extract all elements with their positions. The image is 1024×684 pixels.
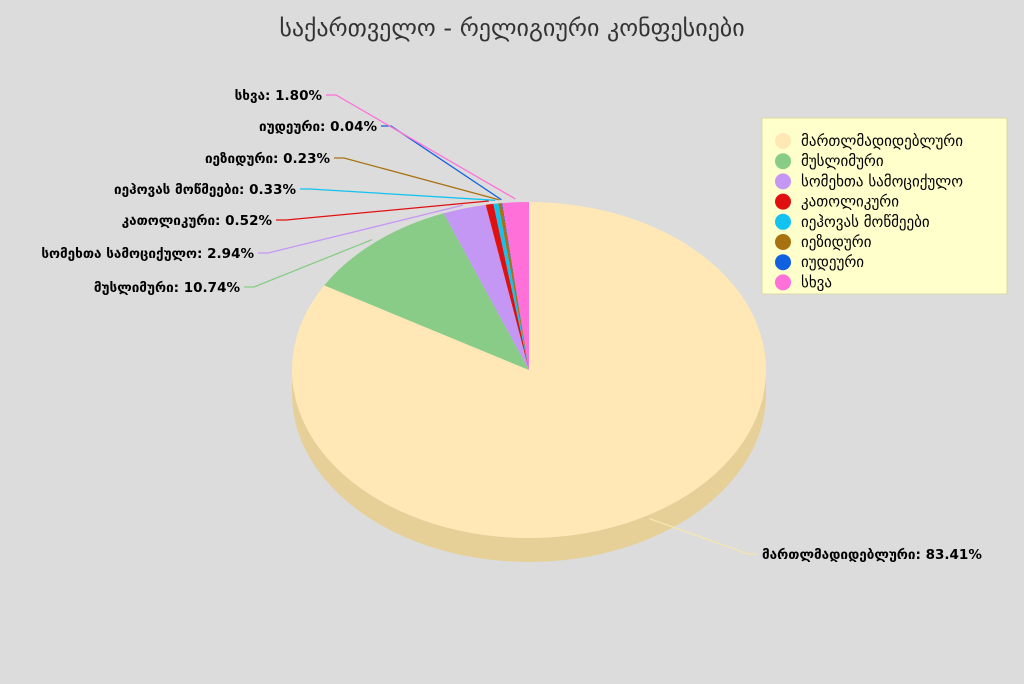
slice-label-2: სომეხთა სამოციქულო: 2.94% bbox=[41, 246, 254, 262]
pie-slice-1 bbox=[324, 213, 529, 370]
slice-labels: მართლმადიდებლური: 83.41% მუსლიმური: 10.74… bbox=[41, 88, 982, 563]
legend-marker-2 bbox=[775, 173, 791, 190]
legend-label-3: კათოლიკური bbox=[801, 193, 899, 211]
legend-label-5: იეზიდური bbox=[801, 233, 872, 251]
slice-label-1: მუსლიმური: 10.74% bbox=[94, 280, 241, 296]
leader-line-2 bbox=[258, 204, 464, 254]
slice-label-4: იეჰოვას მოწმეები: 0.33% bbox=[114, 182, 296, 198]
leader-line-6 bbox=[381, 125, 502, 201]
slice-label-3: კათოლიკური: 0.52% bbox=[122, 213, 273, 229]
pie-slice-4 bbox=[493, 203, 529, 370]
pie-slice-5 bbox=[498, 203, 529, 370]
legend-marker-3 bbox=[775, 193, 791, 210]
legend-marker-0 bbox=[775, 133, 791, 149]
pie-slices bbox=[292, 202, 766, 538]
pie-slice-7 bbox=[502, 202, 529, 370]
legend-label-2: სომეხთა სამოციქულო bbox=[801, 172, 963, 190]
pie-slice-6 bbox=[501, 203, 529, 370]
slice-label-6: იუდეური: 0.04% bbox=[259, 119, 377, 135]
leader-line-7 bbox=[326, 94, 516, 200]
legend-label-1: მუსლიმური bbox=[801, 152, 884, 170]
legend-label-4: იეჰოვას მოწმეები bbox=[801, 213, 930, 231]
slice-label-5: იეზიდური: 0.23% bbox=[205, 151, 331, 167]
leader-line-0 bbox=[649, 517, 758, 555]
chart-title: საქართველო - რელიგიური კონფესიები bbox=[279, 14, 744, 42]
slice-label-0: მართლმადიდებლური: 83.41% bbox=[762, 547, 982, 563]
leader-line-4 bbox=[300, 188, 496, 201]
legend-label-0: მართლმადიდებლური bbox=[801, 132, 963, 150]
leader-line-3 bbox=[276, 200, 489, 221]
legend-marker-5 bbox=[775, 234, 791, 250]
slice-label-7: სხვა: 1.80% bbox=[235, 88, 323, 104]
pie-slice-3 bbox=[485, 203, 529, 370]
legend: მართლმადიდებლური მუსლიმური სომეხთა სამოციქ… bbox=[761, 117, 1008, 295]
leader-line-1 bbox=[244, 238, 373, 288]
legend-label-7: სხვა bbox=[801, 273, 832, 291]
legend-label-6: იუდეური bbox=[801, 253, 864, 271]
label-leader-lines bbox=[244, 94, 758, 555]
legend-marker-6 bbox=[775, 254, 791, 271]
legend-marker-1 bbox=[775, 153, 791, 170]
legend-marker-4 bbox=[775, 213, 791, 230]
legend-marker-7 bbox=[775, 274, 791, 291]
pie-slice-2 bbox=[443, 204, 529, 370]
legend-box bbox=[761, 117, 1008, 295]
leader-line-5 bbox=[334, 157, 500, 201]
